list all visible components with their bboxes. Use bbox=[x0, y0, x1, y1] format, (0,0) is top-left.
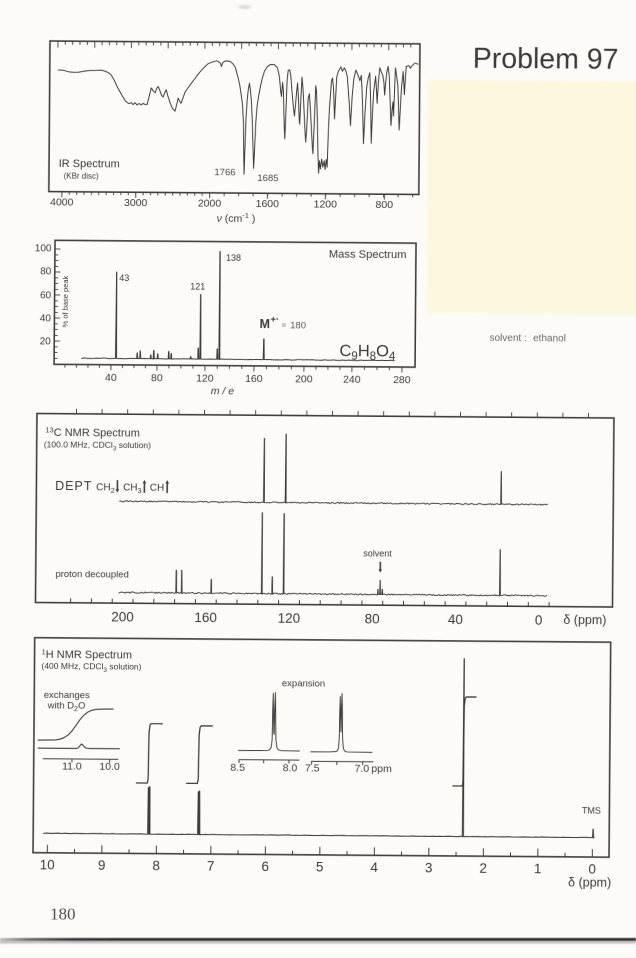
svg-text:Problem 97: Problem 97 bbox=[473, 43, 619, 76]
svg-text:4000: 4000 bbox=[50, 196, 74, 208]
svg-text:ν (cm-1 ): ν (cm-1 ) bbox=[217, 211, 256, 225]
svg-text:(100.0 MHz, CDCl3 solution): (100.0 MHz, CDCl3 solution) bbox=[44, 439, 151, 452]
svg-text:1766: 1766 bbox=[214, 167, 235, 178]
svg-text:40: 40 bbox=[448, 612, 463, 627]
svg-text:Mass Spectrum: Mass Spectrum bbox=[329, 249, 407, 262]
svg-text:180: 180 bbox=[50, 904, 76, 923]
svg-text:800: 800 bbox=[376, 199, 394, 211]
svg-text:20: 20 bbox=[40, 336, 52, 347]
svg-text:0: 0 bbox=[588, 862, 596, 877]
svg-text:with D2O: with D2O bbox=[47, 700, 86, 713]
svg-text:1685: 1685 bbox=[257, 173, 278, 184]
svg-text:240: 240 bbox=[343, 374, 361, 386]
svg-text:solvent: solvent bbox=[363, 548, 392, 558]
svg-text:expansion: expansion bbox=[282, 678, 325, 689]
svg-text:160: 160 bbox=[194, 610, 217, 625]
svg-text:1: 1 bbox=[534, 861, 542, 876]
svg-text:6: 6 bbox=[261, 859, 269, 874]
svg-text:5: 5 bbox=[316, 859, 324, 874]
svg-text:80: 80 bbox=[40, 266, 52, 277]
svg-text:DEPT: DEPT bbox=[55, 479, 92, 493]
svg-text:40: 40 bbox=[40, 313, 52, 324]
svg-text:1600: 1600 bbox=[256, 198, 280, 210]
svg-text:10: 10 bbox=[40, 857, 55, 872]
svg-text:8: 8 bbox=[152, 858, 160, 873]
svg-text:280: 280 bbox=[393, 374, 411, 386]
svg-text:IR Spectrum: IR Spectrum bbox=[59, 158, 120, 170]
svg-text:13C NMR Spectrum: 13C NMR Spectrum bbox=[45, 425, 140, 439]
svg-text:8.0: 8.0 bbox=[283, 762, 298, 774]
svg-text:+·: +· bbox=[270, 314, 279, 325]
svg-text:11.0: 11.0 bbox=[62, 761, 82, 773]
svg-text:1H NMR Spectrum: 1H NMR Spectrum bbox=[42, 647, 132, 661]
svg-text:8.5: 8.5 bbox=[230, 762, 245, 774]
svg-text:exchanges: exchanges bbox=[44, 690, 90, 701]
svg-text:4: 4 bbox=[370, 860, 378, 875]
svg-text:TMS: TMS bbox=[582, 805, 601, 815]
svg-text:9: 9 bbox=[98, 858, 106, 873]
svg-text:7.0: 7.0 bbox=[355, 763, 370, 775]
svg-text:2000: 2000 bbox=[198, 198, 222, 210]
svg-text:1200: 1200 bbox=[314, 199, 338, 211]
svg-text:100: 100 bbox=[35, 243, 52, 254]
svg-text:40: 40 bbox=[105, 372, 117, 384]
svg-text:200: 200 bbox=[111, 610, 134, 625]
svg-text:ppm: ppm bbox=[371, 763, 392, 775]
svg-text:m / e: m / e bbox=[211, 385, 235, 397]
svg-text:43: 43 bbox=[119, 273, 129, 283]
svg-text:δ (ppm): δ (ppm) bbox=[563, 613, 606, 627]
svg-text:% of base peak: % of base peak bbox=[61, 275, 70, 327]
svg-text:CH2: CH2 bbox=[96, 482, 115, 495]
svg-text:7.5: 7.5 bbox=[305, 763, 320, 775]
svg-text:7: 7 bbox=[207, 859, 215, 874]
svg-text:120: 120 bbox=[278, 611, 301, 626]
svg-text:3: 3 bbox=[425, 860, 433, 875]
svg-text:(400 MHz, CDCl3 solution): (400 MHz, CDCl3 solution) bbox=[41, 661, 141, 674]
svg-text:200: 200 bbox=[295, 374, 313, 386]
svg-text:2: 2 bbox=[479, 861, 487, 876]
svg-text:120: 120 bbox=[196, 373, 214, 385]
svg-text:(KBr disc): (KBr disc) bbox=[64, 171, 100, 180]
svg-text:180: 180 bbox=[290, 320, 306, 331]
svg-text:proton decoupled: proton decoupled bbox=[55, 569, 129, 581]
svg-text:138: 138 bbox=[226, 253, 241, 263]
svg-text:80: 80 bbox=[151, 372, 163, 384]
svg-text:CH3: CH3 bbox=[123, 482, 142, 495]
svg-text:3000: 3000 bbox=[124, 197, 148, 209]
svg-text:solvent :: solvent : bbox=[490, 333, 527, 344]
svg-text:=: = bbox=[282, 321, 287, 330]
svg-text:10.0: 10.0 bbox=[99, 761, 120, 773]
svg-text:60: 60 bbox=[40, 290, 52, 301]
svg-text:ethanol: ethanol bbox=[533, 333, 566, 344]
svg-text:CH: CH bbox=[150, 483, 165, 494]
svg-text:δ (ppm): δ (ppm) bbox=[568, 876, 611, 890]
svg-text:0: 0 bbox=[535, 613, 543, 628]
svg-text:160: 160 bbox=[245, 373, 263, 385]
svg-text:121: 121 bbox=[190, 282, 205, 292]
svg-text:80: 80 bbox=[365, 612, 380, 627]
svg-text:M: M bbox=[260, 317, 271, 331]
